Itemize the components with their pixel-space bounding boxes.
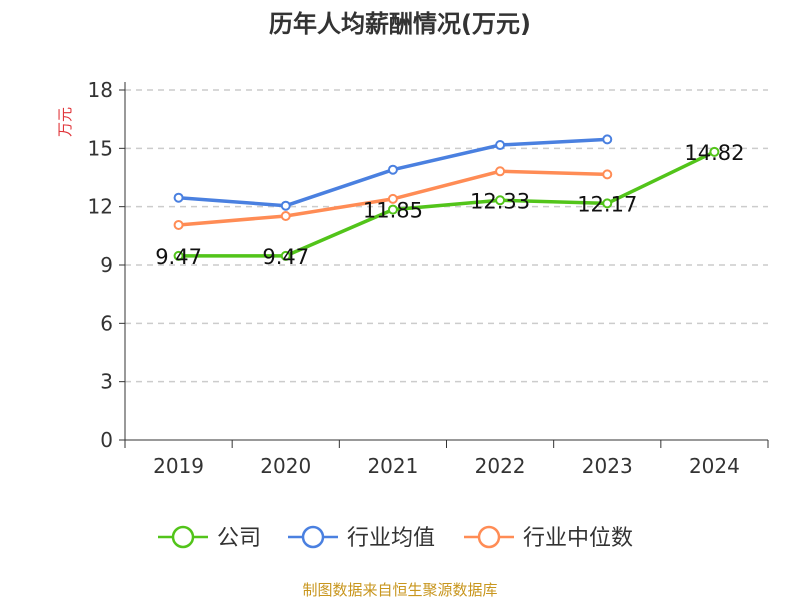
chart-title: 历年人均薪酬情况(万元): [269, 10, 531, 38]
data-point[interactable]: [495, 140, 506, 151]
legend-item[interactable]: 行业中位数: [464, 525, 633, 551]
legend-item[interactable]: 公司: [158, 525, 261, 551]
legend-item[interactable]: 行业均值: [288, 525, 435, 551]
legend-circle-icon: [477, 525, 501, 549]
legend-circle-icon: [171, 525, 195, 549]
y-tick-label: 0: [100, 428, 113, 452]
series-line: [178, 150, 716, 258]
legend-label: 公司: [217, 526, 261, 551]
series-1: [173, 134, 613, 211]
x-tick-label: 2023: [582, 454, 633, 478]
y-tick-label: 3: [100, 370, 113, 394]
legend-label: 行业中位数: [523, 526, 633, 551]
y-tick-label: 15: [88, 136, 113, 160]
data-point[interactable]: [280, 211, 291, 221]
data-point[interactable]: [387, 204, 398, 215]
y-tick-label: 12: [88, 195, 113, 219]
data-point[interactable]: [280, 250, 291, 261]
x-tick-label: 2020: [260, 454, 311, 478]
data-point[interactable]: [173, 250, 184, 261]
y-axis-label: 万元: [56, 107, 74, 137]
data-label: 11.85: [363, 199, 423, 223]
series-0: [173, 146, 720, 261]
y-tick-label: 6: [100, 311, 113, 335]
data-label: 14.82: [684, 141, 744, 165]
data-point[interactable]: [173, 192, 184, 203]
data-point[interactable]: [495, 166, 506, 177]
data-point[interactable]: [387, 164, 398, 175]
x-tick-label: 2024: [689, 454, 740, 478]
data-point[interactable]: [387, 193, 398, 204]
x-tick-label: 2022: [475, 454, 526, 478]
data-point[interactable]: [602, 134, 613, 145]
data-point[interactable]: [709, 146, 720, 157]
data-point[interactable]: [495, 195, 506, 206]
legend-circle-icon: [301, 525, 325, 549]
data-point[interactable]: [173, 219, 184, 230]
x-tick-label: 2019: [153, 454, 204, 478]
data-point[interactable]: [602, 169, 613, 180]
data-label: 12.17: [577, 192, 637, 216]
y-tick-label: 18: [88, 78, 113, 102]
source-note: 制图数据来自恒生聚源数据库: [302, 581, 497, 599]
data-label: 9.47: [155, 245, 202, 269]
data-point[interactable]: [602, 198, 613, 209]
x-tick-label: 2021: [367, 454, 418, 478]
series-2: [173, 166, 613, 230]
y-tick-label: 9: [100, 253, 113, 277]
legend-label: 行业均值: [347, 526, 435, 551]
data-point[interactable]: [280, 200, 291, 211]
data-label: 12.33: [470, 189, 530, 213]
data-label: 9.47: [262, 245, 309, 269]
